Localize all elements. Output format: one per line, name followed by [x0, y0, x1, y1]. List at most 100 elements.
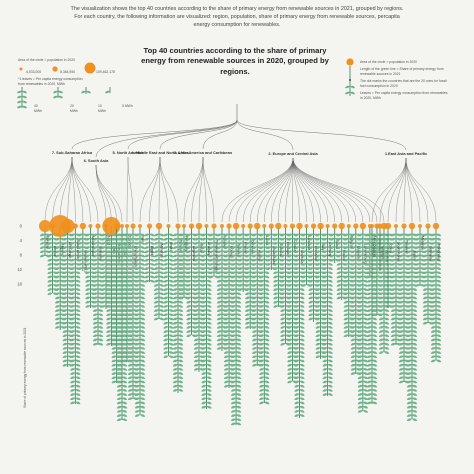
country-leaves	[414, 233, 426, 287]
country-population-circle	[102, 217, 121, 235]
country-indonesia: Indonesia	[422, 223, 434, 325]
country-label: Croatia	[293, 240, 297, 251]
country-branch	[379, 157, 407, 223]
country-turkey: Turkey	[172, 223, 184, 393]
country-label: DR Congo	[68, 242, 72, 258]
country-mozambique: Mozambique	[85, 224, 96, 308]
country-label: Sri Lanka	[123, 242, 127, 257]
legend-right-item-1: Area of the circle = population in 2020	[360, 60, 418, 64]
country-label: Latvia	[265, 236, 269, 245]
country-branch	[221, 157, 294, 223]
country-branch	[292, 157, 294, 223]
country-population-circle	[204, 224, 209, 228]
country-label: Israel	[169, 242, 173, 251]
legend-leaf-3	[81, 87, 91, 94]
country-label: Denmark	[251, 240, 255, 254]
region-label: 6. South Asia	[84, 158, 109, 163]
country-leaves	[374, 233, 386, 270]
country-label: India	[112, 246, 116, 254]
country-population-circle	[262, 224, 267, 228]
country-leaves	[111, 233, 122, 384]
country-label: Japan	[413, 250, 417, 260]
country-label: Vietnam	[381, 246, 385, 259]
country-label: Romania	[314, 246, 318, 260]
country-label: Trinidad and Tobago	[215, 240, 219, 272]
country-label: Iceland	[223, 236, 227, 247]
country-population-circle	[346, 224, 351, 228]
country-population-circle	[113, 222, 120, 230]
country-population-circle	[289, 223, 296, 229]
country-leaves	[259, 233, 270, 405]
country-population-circle	[226, 223, 232, 229]
country-population-circle	[95, 223, 101, 229]
country-population-circle	[60, 219, 75, 233]
country-population-circle	[275, 222, 282, 230]
country-label: Iran	[141, 236, 145, 242]
legend-size-value-2: 8,364,950	[60, 70, 76, 74]
country-vietnam: Vietnam	[374, 223, 386, 271]
y-tick-label: 16	[17, 282, 22, 287]
country-label: Paraguay	[185, 236, 189, 251]
country-branch	[95, 164, 112, 223]
country-branch	[126, 156, 129, 223]
country-population-circle	[88, 224, 93, 228]
country-population-circle	[125, 224, 129, 228]
y-tick-label: 4	[20, 238, 23, 243]
country-branch	[59, 156, 73, 223]
country-branch	[395, 157, 407, 223]
country-label: France	[342, 250, 346, 261]
country-egypt: Egypt	[144, 223, 155, 283]
country-label: China	[389, 244, 393, 253]
country-south-africa: South Africa	[70, 223, 81, 405]
country-bangladesh: Bangladesh	[111, 222, 122, 384]
country-population-circle	[296, 222, 303, 230]
country-branch	[159, 156, 179, 223]
country-branch	[44, 156, 73, 223]
country-population-circle	[188, 223, 195, 229]
country-population-circle	[370, 224, 374, 228]
country-china: China	[382, 222, 394, 308]
country-branch	[405, 157, 437, 223]
country-population-circle	[401, 223, 407, 229]
country-label: Morocco	[160, 244, 164, 257]
country-label: Bangladesh	[117, 244, 121, 263]
country-population-circle	[425, 223, 431, 229]
country-population-circle	[283, 224, 288, 228]
country-branch	[202, 156, 215, 223]
country-branch	[202, 156, 207, 223]
region-branches	[44, 119, 437, 223]
country-branch	[405, 157, 421, 223]
country-new-zealand: New Zealand	[366, 224, 378, 405]
legend-leaf-value-3: 10 MWh	[98, 104, 106, 113]
country-branch	[127, 156, 134, 223]
country-branch	[292, 157, 342, 223]
country-leaves	[422, 233, 434, 325]
country-leaves	[322, 233, 333, 396]
country-population-circle	[79, 222, 87, 230]
legend-leaf-2	[53, 87, 63, 99]
country-branch	[292, 157, 357, 223]
country-branch	[139, 156, 161, 223]
legend-right-leaves	[345, 85, 355, 95]
intro-line-1: The visualization shows the top 40 count…	[70, 6, 404, 12]
country-leaves	[144, 233, 155, 283]
country-label: Lithuania	[307, 236, 311, 250]
country-leaves	[390, 233, 402, 346]
region-label: 7. Sub-Saharan Africa	[52, 150, 93, 155]
country-branch	[228, 157, 294, 223]
legend-size-value-1: 4,033,000	[26, 70, 42, 74]
country-label: Egypt	[150, 246, 154, 255]
country-population-circle	[166, 224, 171, 228]
country-population-circle	[72, 223, 78, 229]
country-branch	[95, 164, 123, 223]
country-population-circle	[241, 224, 246, 228]
country-branch	[158, 156, 161, 223]
legend-right-dot	[349, 79, 351, 81]
country-label: Nepal	[107, 236, 111, 245]
country-label: Thailand	[405, 240, 409, 253]
country-population-circle	[317, 222, 324, 230]
country-leaves	[366, 233, 378, 405]
region-branch	[202, 119, 238, 150]
country-population-circle	[120, 224, 124, 228]
legend-right-item-4: Leaves = Per capita energy consumption f…	[360, 90, 448, 100]
